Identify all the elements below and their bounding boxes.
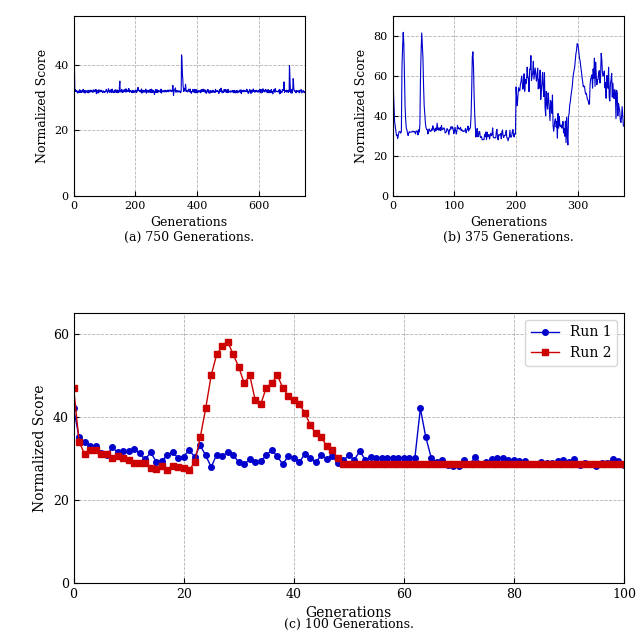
X-axis label: Generations: Generations bbox=[306, 606, 392, 620]
Run 2 bbox=[163, 466, 171, 474]
Y-axis label: Normalized Score: Normalized Score bbox=[36, 49, 49, 163]
Run 1 bbox=[207, 463, 215, 471]
Run 1 bbox=[406, 454, 413, 462]
Line: Run 1: Run 1 bbox=[71, 406, 627, 470]
Text: (c) 100 Generations.: (c) 100 Generations. bbox=[284, 618, 413, 631]
Run 1 bbox=[213, 451, 221, 459]
Run 1 bbox=[620, 461, 628, 468]
Run 1 bbox=[70, 404, 77, 412]
Run 1 bbox=[461, 456, 468, 464]
Run 2 bbox=[411, 461, 419, 468]
Line: Run 2: Run 2 bbox=[71, 339, 627, 473]
Legend: Run 1, Run 2: Run 1, Run 2 bbox=[525, 320, 617, 366]
Run 2 bbox=[493, 461, 501, 468]
Text: (b) 375 Generations.: (b) 375 Generations. bbox=[443, 231, 573, 244]
Run 2 bbox=[224, 338, 232, 346]
Run 2 bbox=[334, 454, 342, 462]
X-axis label: Generations: Generations bbox=[150, 217, 228, 229]
Run 2 bbox=[620, 461, 628, 468]
Y-axis label: Normalized Score: Normalized Score bbox=[33, 384, 47, 512]
X-axis label: Generations: Generations bbox=[470, 217, 547, 229]
Run 2 bbox=[213, 350, 221, 358]
Run 2 bbox=[466, 461, 474, 468]
Run 1 bbox=[328, 452, 336, 460]
Y-axis label: Normalized Score: Normalized Score bbox=[355, 49, 368, 163]
Text: (a) 750 Generations.: (a) 750 Generations. bbox=[124, 231, 254, 244]
Run 1 bbox=[108, 443, 116, 451]
Run 2 bbox=[70, 384, 77, 392]
Run 1 bbox=[488, 455, 496, 463]
Run 2 bbox=[108, 454, 116, 462]
